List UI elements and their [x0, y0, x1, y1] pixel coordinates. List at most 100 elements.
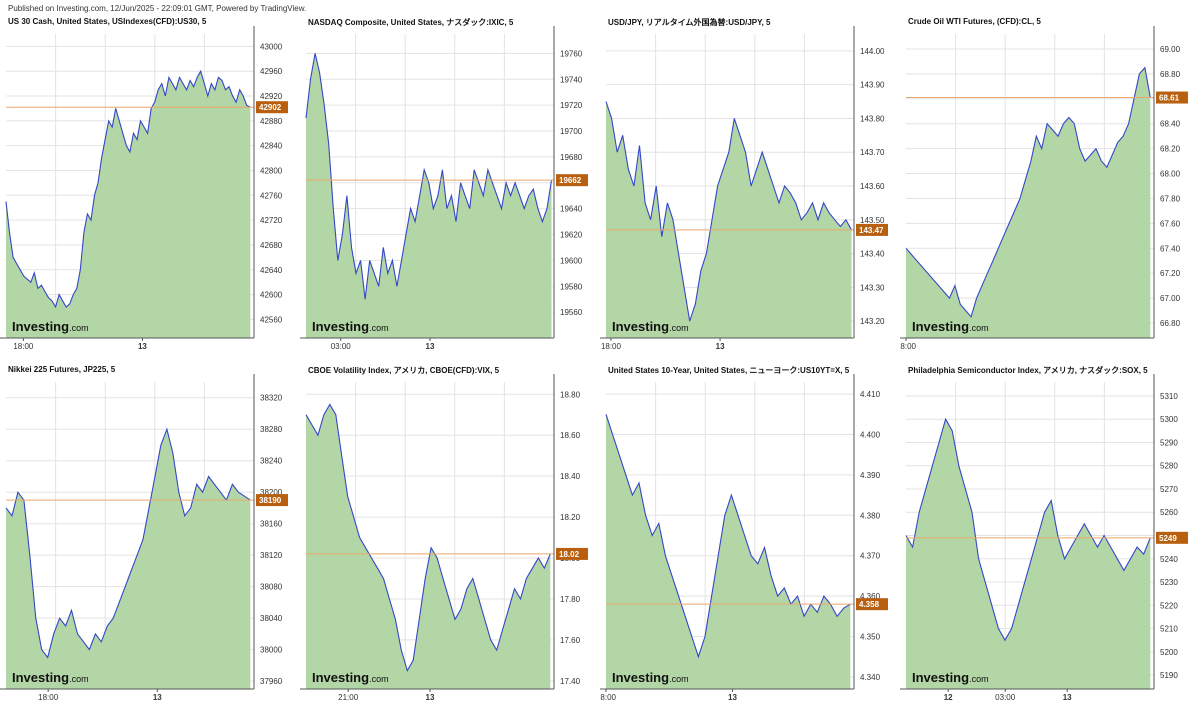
y-tick-label: 19580 [560, 282, 583, 291]
y-tick-label: 38080 [260, 583, 283, 592]
chart-svg: 1956019580196001962019640196601968019700… [300, 26, 588, 351]
x-tick-label: 21:00 [338, 693, 359, 702]
chart-panel-us10y: United States 10-Year, United States, ニュ… [600, 362, 900, 705]
y-tick-label: 144.00 [860, 47, 885, 56]
x-tick-label: 13 [426, 342, 435, 351]
watermark-suffix: .com [369, 674, 389, 684]
y-tick-label: 5300 [1160, 415, 1178, 424]
y-tick-label: 42680 [260, 241, 283, 250]
current-price-box [856, 223, 888, 236]
x-tick-label: 03:00 [995, 693, 1016, 702]
watermark-brand: Investing [612, 670, 669, 685]
investing-watermark: Investing.com [12, 670, 89, 685]
current-price-label: 4.358 [859, 600, 880, 609]
series-line [905, 417, 1151, 642]
y-tick-label: 18.20 [560, 513, 581, 522]
chart-title: Nikkei 225 Futures, JP225, 5 [8, 365, 116, 374]
y-tick-label: 143.30 [860, 283, 885, 292]
current-price-label: 5249 [1159, 534, 1177, 543]
x-tick-label: 18:00 [13, 342, 34, 351]
y-tick-label: 17.80 [560, 595, 581, 604]
investing-watermark: Investing.com [312, 319, 389, 334]
y-tick-label: 66.80 [1160, 319, 1181, 328]
y-tick-label: 68.20 [1160, 145, 1181, 154]
chart-svg: 143.20 143.30 143.40 143.50 143.60 143.70 143.… [600, 26, 888, 351]
chart-panel-nikkei: Nikkei 225 Futures, JP225, 5 37960 38000 38… [0, 362, 300, 705]
watermark-brand: Investing [612, 319, 669, 334]
y-tick-label: 4.370 [860, 552, 881, 561]
y-tick-label: 5190 [1160, 671, 1178, 680]
series-line [905, 66, 1151, 318]
y-tick-label: 19740 [560, 75, 583, 84]
chart-title: USD/JPY, リアルタイム外国為替:USD/JPY, 5 [608, 18, 771, 27]
investing-watermark: Investing.com [12, 319, 89, 334]
chart-title: US 30 Cash, United States, USIndexes(CFD… [8, 17, 207, 26]
series-line [5, 69, 251, 309]
y-tick-label: 143.40 [860, 250, 885, 259]
watermark-brand: Investing [912, 319, 969, 334]
current-price-box [256, 494, 288, 507]
y-tick-label: 38240 [260, 457, 283, 466]
investing-watermark: Investing.com [612, 319, 689, 334]
y-tick-label: 38160 [260, 520, 283, 529]
chart-svg: 37960 38000 38040 38080 38120 38160 38200 38240… [0, 374, 288, 702]
current-price-label: 68.61 [1159, 94, 1180, 103]
published-note: Published on Investing.com, 12/Jun/2025 … [8, 4, 307, 13]
series-area [6, 429, 251, 689]
x-tick-label: 12 [944, 693, 953, 702]
y-tick-label: 42600 [260, 291, 283, 300]
x-tick-label: 13 [716, 342, 725, 351]
series-line [305, 53, 553, 300]
y-tick-label: 67.60 [1160, 219, 1181, 228]
y-tick-label: 4.380 [860, 511, 881, 520]
x-tick-label: 18:00 [900, 342, 917, 351]
y-tick-label: 5220 [1160, 601, 1178, 610]
watermark-brand: Investing [12, 670, 69, 685]
y-tick-label: 68.80 [1160, 70, 1181, 79]
current-price-box [1156, 531, 1188, 544]
series-area [906, 419, 1151, 689]
y-tick-label: 5290 [1160, 438, 1178, 447]
watermark-brand: Investing [312, 670, 369, 685]
y-tick-label: 143.70 [860, 148, 885, 157]
y-tick-label: 42800 [260, 166, 283, 175]
watermark-suffix: .com [69, 674, 89, 684]
y-tick-label: 67.80 [1160, 194, 1181, 203]
y-tick-label: 5230 [1160, 578, 1178, 587]
y-tick-label: 69.00 [1160, 45, 1181, 54]
investing-watermark: Investing.com [912, 670, 989, 685]
current-price-box [256, 101, 288, 114]
y-tick-label: 19760 [560, 49, 583, 58]
current-price-label: 19662 [559, 176, 582, 185]
y-tick-label: 18.40 [560, 472, 581, 481]
current-price-label: 38190 [259, 496, 282, 505]
series-area [306, 53, 552, 339]
watermark-suffix: .com [369, 323, 389, 333]
series-line [605, 414, 851, 659]
chart-panel-vix: CBOE Volatility Index, アメリカ, CBOE(CFD):V… [300, 362, 600, 705]
watermark-suffix: .com [669, 674, 689, 684]
x-tick-label: 13 [153, 693, 162, 702]
watermark-suffix: .com [969, 674, 989, 684]
series-area [306, 404, 551, 689]
watermark-brand: Investing [312, 319, 369, 334]
series-line [305, 403, 551, 672]
current-price-label: 18.02 [559, 550, 580, 559]
y-tick-label: 38280 [260, 425, 283, 434]
y-tick-label: 42880 [260, 117, 283, 126]
x-tick-label: 18:00 [600, 693, 617, 702]
x-tick-label: 13 [728, 693, 737, 702]
y-tick-label: 17.60 [560, 636, 581, 645]
chart-panel-us30: US 30 Cash, United States, USIndexes(CFD… [0, 14, 300, 354]
investing-watermark: Investing.com [612, 670, 689, 685]
x-tick-label: 13 [1063, 693, 1072, 702]
y-tick-label: 19720 [560, 101, 583, 110]
series-area [6, 71, 251, 338]
y-tick-label: 67.40 [1160, 244, 1181, 253]
chart-svg: 5190520052105220523052405250526052705280… [900, 374, 1188, 702]
y-tick-label: 5240 [1160, 555, 1178, 564]
y-tick-label: 19640 [560, 205, 583, 214]
current-price-box [556, 547, 588, 560]
y-tick-label: 143.90 [860, 81, 885, 90]
x-tick-label: 18:00 [601, 342, 622, 351]
